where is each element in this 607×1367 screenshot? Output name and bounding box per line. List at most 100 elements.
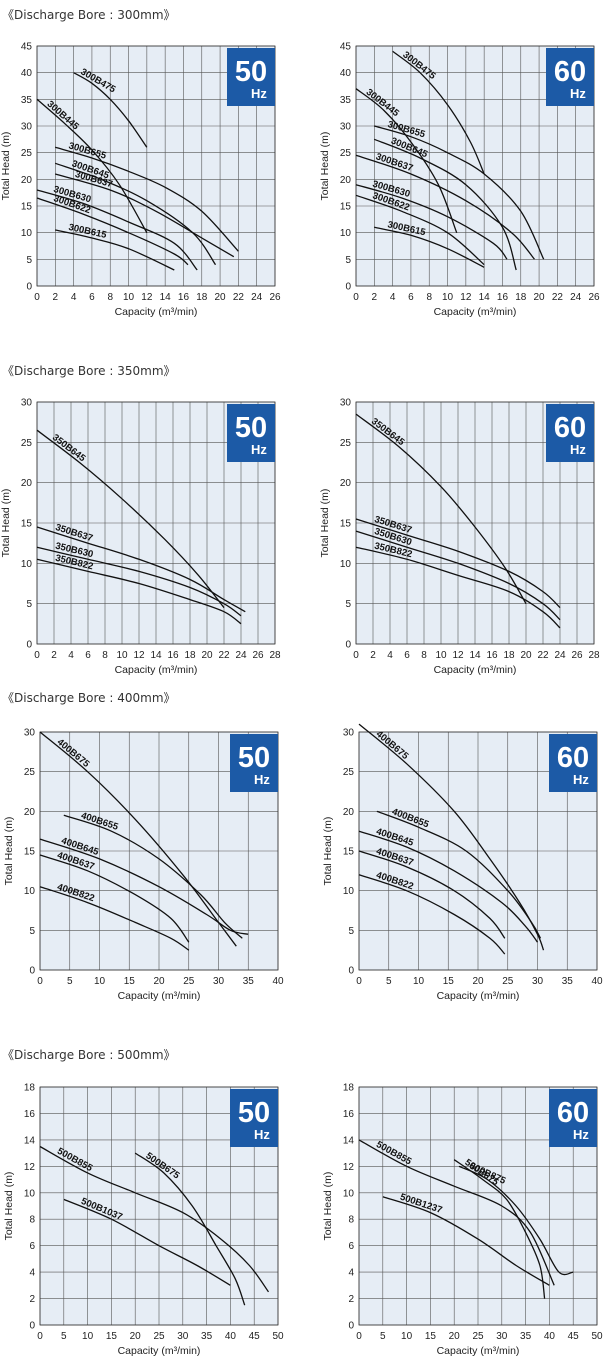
y-tick-label: 4 bbox=[348, 1268, 354, 1279]
x-tick-label: 40 bbox=[591, 976, 603, 987]
x-tick-label: 20 bbox=[534, 292, 546, 303]
frequency-badge bbox=[546, 404, 594, 462]
x-tick-label: 26 bbox=[252, 650, 264, 661]
curve-400B637 bbox=[358, 850, 506, 939]
curve-300B445 bbox=[36, 98, 148, 234]
x-axis-label: Capacity (m³/min) bbox=[115, 664, 198, 676]
y-tick-label: 18 bbox=[24, 1083, 36, 1094]
y-axis-label: Total Head (m) bbox=[319, 132, 331, 201]
x-tick-label: 8 bbox=[102, 650, 108, 661]
curve-300B622 bbox=[355, 194, 485, 266]
x-tick-label: 8 bbox=[426, 292, 432, 303]
y-tick-label: 0 bbox=[29, 966, 35, 977]
x-tick-label: 5 bbox=[61, 1331, 67, 1342]
x-tick-label: 22 bbox=[552, 292, 564, 303]
x-tick-label: 40 bbox=[544, 1331, 556, 1342]
curve-300B475 bbox=[392, 50, 485, 175]
chart-300-50hz: 0 2 4 6 8 10 12 14 16 18 20 22 24 2605101520253035404… bbox=[0, 42, 281, 319]
y-tick-label: 20 bbox=[340, 478, 352, 489]
x-tick-label: 5 bbox=[67, 976, 73, 987]
x-tick-label: 24 bbox=[570, 292, 582, 303]
frequency-value: 50 bbox=[235, 56, 267, 88]
x-tick-label: 45 bbox=[249, 1331, 261, 1342]
x-tick-label: 28 bbox=[588, 650, 600, 661]
x-tick-label: 0 bbox=[34, 650, 40, 661]
curve-300B630 bbox=[36, 189, 198, 271]
y-tick-label: 15 bbox=[21, 202, 33, 213]
y-tick-label: 20 bbox=[343, 807, 355, 818]
curve-400B637 bbox=[39, 854, 190, 943]
x-tick-label: 15 bbox=[106, 1331, 118, 1342]
x-axis-label: Capacity (m³/min) bbox=[118, 1345, 201, 1357]
y-tick-label: 20 bbox=[21, 175, 33, 186]
y-tick-label: 10 bbox=[24, 1188, 36, 1199]
y-tick-label: 25 bbox=[340, 148, 352, 159]
y-tick-label: 2 bbox=[29, 1294, 35, 1305]
y-tick-label: 45 bbox=[21, 42, 33, 53]
y-tick-label: 0 bbox=[345, 640, 351, 651]
x-tick-label: 12 bbox=[452, 650, 464, 661]
x-tick-label: 2 bbox=[53, 292, 59, 303]
curve-350B637 bbox=[36, 526, 246, 613]
curve-300B655 bbox=[374, 125, 545, 260]
x-tick-label: 18 bbox=[503, 650, 515, 661]
x-tick-label: 16 bbox=[178, 292, 190, 303]
x-tick-label: 26 bbox=[571, 650, 583, 661]
curve-400B675 bbox=[358, 723, 545, 951]
frequency-badge bbox=[549, 1089, 597, 1147]
frequency-badge bbox=[549, 734, 597, 792]
y-tick-label: 35 bbox=[21, 95, 33, 106]
x-tick-label: 15 bbox=[443, 976, 455, 987]
x-axis-label: Capacity (m³/min) bbox=[115, 306, 198, 318]
x-tick-label: 18 bbox=[515, 292, 527, 303]
frequency-unit: Hz bbox=[573, 1127, 589, 1142]
x-tick-label: 35 bbox=[243, 976, 255, 987]
frequency-badge bbox=[546, 48, 594, 106]
y-tick-label: 5 bbox=[29, 926, 35, 937]
frequency-unit: Hz bbox=[254, 772, 270, 787]
x-tick-label: 24 bbox=[554, 650, 566, 661]
curve-300B622 bbox=[36, 197, 189, 266]
y-tick-label: 15 bbox=[340, 202, 352, 213]
x-tick-label: 14 bbox=[479, 292, 491, 303]
curve-500B675 bbox=[453, 1159, 546, 1299]
chart-400-50hz: 0 5 10 15 20 25 30 35 40 0 5 10 15 20 25 30 Capacity (m³… bbox=[3, 728, 284, 1003]
y-tick-label: 10 bbox=[343, 1188, 355, 1199]
curve-350B822 bbox=[36, 558, 242, 625]
x-tick-label: 0 bbox=[37, 1331, 43, 1342]
x-tick-label: 2 bbox=[372, 292, 378, 303]
y-tick-label: 16 bbox=[24, 1109, 36, 1120]
y-tick-label: 16 bbox=[343, 1109, 355, 1120]
section-title-350: 《Discharge Bore : 350mm》 bbox=[2, 364, 176, 378]
y-tick-label: 0 bbox=[29, 1321, 35, 1332]
x-tick-label: 14 bbox=[160, 292, 172, 303]
x-tick-label: 0 bbox=[353, 650, 359, 661]
y-tick-label: 45 bbox=[340, 42, 352, 53]
y-tick-label: 0 bbox=[348, 1321, 354, 1332]
chart-300-60hz: 0 2 4 6 8 10 12 14 16 18 20 22 24 2605101520253035404… bbox=[319, 42, 600, 319]
chart-400-60hz: 0 5 10 15 20 25 30 35 40 0 5 10 15 20 25 30 Capacity (m³… bbox=[322, 723, 603, 1002]
y-tick-label: 6 bbox=[29, 1241, 35, 1252]
frequency-value: 60 bbox=[557, 742, 589, 774]
x-tick-label: 10 bbox=[401, 1331, 413, 1342]
curve-300B645 bbox=[55, 162, 217, 266]
x-tick-label: 35 bbox=[562, 976, 574, 987]
curve-400B822 bbox=[39, 886, 190, 951]
x-tick-label: 35 bbox=[201, 1331, 213, 1342]
y-axis-label: Total Head (m) bbox=[322, 1172, 334, 1241]
y-tick-label: 15 bbox=[21, 519, 33, 530]
curve-350B637 bbox=[355, 518, 561, 609]
x-tick-label: 10 bbox=[442, 292, 454, 303]
x-tick-label: 6 bbox=[89, 292, 95, 303]
plot-border bbox=[355, 401, 595, 645]
x-tick-label: 5 bbox=[386, 976, 392, 987]
x-tick-label: 15 bbox=[425, 1331, 437, 1342]
x-tick-label: 6 bbox=[404, 650, 410, 661]
x-tick-label: 20 bbox=[201, 650, 213, 661]
y-tick-label: 20 bbox=[340, 175, 352, 186]
x-tick-label: 14 bbox=[469, 650, 481, 661]
x-axis-label: Capacity (m³/min) bbox=[437, 1345, 520, 1357]
y-tick-label: 30 bbox=[340, 398, 352, 409]
y-axis-label: Total Head (m) bbox=[0, 132, 12, 201]
